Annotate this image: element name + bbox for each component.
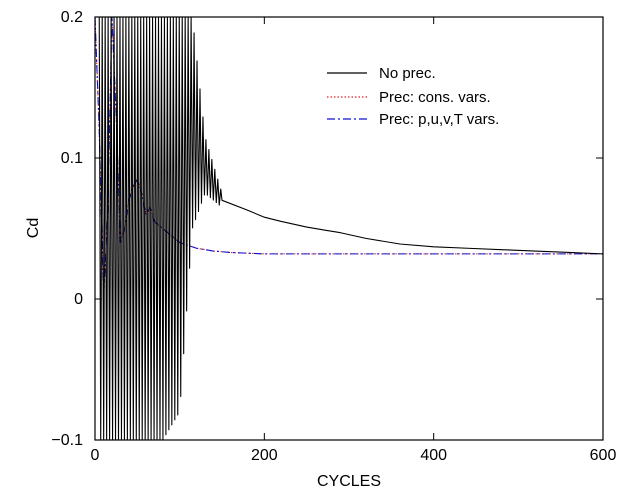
x-tick-label: 600 bbox=[590, 447, 617, 464]
y-tick-label: 0.2 bbox=[61, 9, 83, 26]
x-tick-label: 200 bbox=[251, 447, 278, 464]
legend-label-no-prec: No prec. bbox=[379, 65, 436, 82]
y-tick-label: 0.1 bbox=[61, 150, 83, 167]
legend-label-prec-puvt: Prec: p,u,v,T vars. bbox=[379, 111, 499, 128]
y-axis: −0.1 0 0.1 0.2 bbox=[51, 9, 603, 449]
x-axis-title: CYCLES bbox=[317, 473, 381, 490]
x-axis: 0 200 400 600 bbox=[91, 17, 617, 464]
legend-label-prec-cons: Prec: cons. vars. bbox=[379, 89, 491, 106]
series-layer bbox=[95, 17, 603, 440]
y-axis-title: Cd bbox=[25, 218, 42, 238]
legend: No prec. Prec: cons. vars. Prec: p,u,v,T… bbox=[327, 65, 499, 128]
series-line-no-prec bbox=[98, 17, 603, 440]
x-tick-label: 0 bbox=[91, 447, 100, 464]
y-tick-label: −0.1 bbox=[51, 432, 83, 449]
plot-frame bbox=[94, 16, 604, 441]
x-tick-label: 400 bbox=[420, 447, 447, 464]
y-tick-label: 0 bbox=[74, 291, 83, 308]
